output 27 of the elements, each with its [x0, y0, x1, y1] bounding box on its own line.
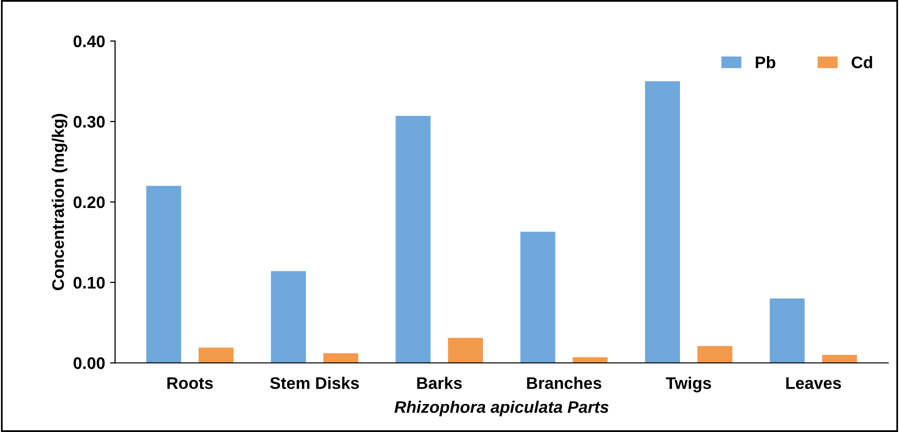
x-tick-label: Stem Disks — [270, 376, 359, 390]
bar — [323, 353, 358, 363]
y-tick-label: 0.40 — [74, 35, 105, 48]
bar — [520, 232, 556, 363]
x-axis-title: Rhizophora apiculata Parts — [394, 400, 609, 416]
bar — [697, 346, 732, 363]
y-tick-label: 0.30 — [74, 116, 105, 128]
y-tick-label: 0.00 — [74, 357, 105, 370]
x-tick-label: Roots — [167, 377, 213, 390]
y-axis-title: Concentration (mg/kg) — [52, 114, 68, 290]
bar — [146, 186, 182, 363]
x-tick-label: Barks — [417, 376, 462, 390]
bar — [448, 338, 483, 363]
bar — [645, 81, 680, 363]
bar — [198, 348, 234, 363]
legend-label: Cd — [852, 56, 872, 68]
bar — [822, 354, 858, 363]
x-tick-label: Leaves — [786, 377, 841, 390]
bar — [572, 357, 608, 363]
x-tick-label: Twigs — [666, 376, 712, 392]
x-tick-label: Branches — [527, 376, 602, 390]
y-tick-label: 0.20 — [74, 196, 105, 208]
bar — [270, 271, 306, 363]
legend-label: Pb — [756, 56, 776, 68]
bar — [396, 116, 431, 363]
bar — [770, 298, 805, 363]
y-tick-label: 0.10 — [74, 276, 105, 289]
